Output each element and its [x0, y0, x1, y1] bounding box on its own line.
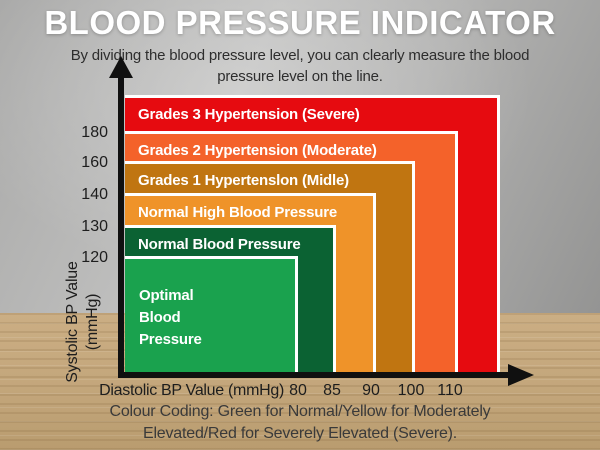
- band-label: Grades 3 Hypertension (Severe): [138, 106, 360, 123]
- band-label: Normal High Blood Pressure: [138, 204, 338, 221]
- subtitle-line2: pressure level on the line.: [217, 68, 383, 85]
- x-tick-80: 80: [289, 382, 307, 399]
- x-tick-100: 100: [397, 382, 425, 399]
- footer-note-line2: Elevated/Red for Severely Elevated (Seve…: [142, 425, 458, 442]
- footer-note-line1: Colour Coding: Green for Normal/Yellow f…: [109, 403, 491, 420]
- x-tick-90: 90: [362, 382, 380, 399]
- subtitle-line1: By dividing the blood pressure level, yo…: [70, 47, 530, 64]
- y-tick-140: 140: [81, 186, 108, 203]
- band-label: Grades 2 Hypertension (Moderate): [138, 142, 377, 159]
- band-optimal: Optimal Blood Pressure: [125, 256, 298, 372]
- band-label: Grades 1 Hypertenslon (Midle): [138, 172, 349, 189]
- band-label: Normal Blood Pressure: [138, 236, 301, 253]
- y-axis-title: Systolic BP Value (mmHg): [63, 212, 103, 432]
- y-axis-title-line1: Systolic BP Value: [64, 261, 81, 383]
- y-axis-title-line2: (mmHg): [84, 293, 101, 351]
- y-axis-arrow-icon: [109, 56, 133, 78]
- footer-note: Colour Coding: Green for Normal/Yellow f…: [30, 401, 570, 445]
- page-title: BLOOD PRESSURE INDICATOR: [44, 4, 556, 41]
- y-tick-180: 180: [81, 124, 108, 141]
- y-tick-130: 130: [81, 218, 108, 235]
- y-tick-160: 160: [81, 154, 108, 171]
- y-tick-120: 120: [81, 249, 108, 266]
- subtitle: By dividing the blood pressure level, yo…: [30, 45, 570, 87]
- band-label: Optimal Blood Pressure: [139, 287, 202, 348]
- x-tick-110: 110: [437, 382, 463, 399]
- x-tick-85: 85: [323, 382, 341, 399]
- x-axis-arrow-icon: [508, 364, 534, 386]
- y-axis: [118, 72, 124, 378]
- x-axis-title: Diastolic BP Value (mmHg): [99, 382, 284, 399]
- x-axis: [118, 372, 510, 378]
